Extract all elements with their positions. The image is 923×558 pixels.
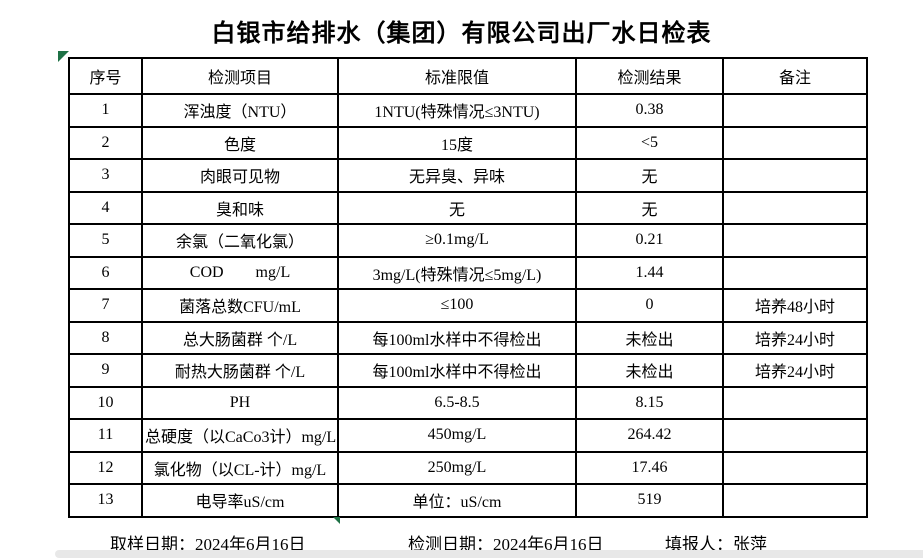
excel-corner-marker-icon (58, 51, 69, 62)
table-row: 2 色度 15度 <5 (68, 125, 868, 160)
table-header: 序号 检测项目 标准限值 检测结果 备注 (68, 57, 868, 95)
cell-standard-limit: 6.5-8.5 (337, 385, 577, 420)
cell-standard-limit: 250mg/L (337, 450, 577, 485)
reporter-label: 填报人：张萍 (665, 535, 767, 554)
cell-test-item: 肉眼可见物 (141, 158, 339, 193)
cell-test-item: 余氯（二氧化氯） (141, 223, 339, 258)
cell-serial-number: 6 (68, 255, 143, 290)
col-header-result: 检测结果 (575, 57, 724, 95)
cell-serial-number: 2 (68, 125, 143, 160)
cell-remark (722, 125, 868, 160)
cell-remark (722, 223, 868, 258)
cell-remark: 培养24小时 (722, 353, 868, 388)
cell-serial-number: 11 (68, 418, 143, 453)
cell-remark (722, 483, 868, 518)
cell-standard-limit: 1NTU(特殊情况≤3NTU) (337, 93, 577, 128)
table-row: 11 总硬度（以CaCo3计）mg/L 450mg/L 264.42 (68, 418, 868, 453)
cell-serial-number: 1 (68, 93, 143, 128)
table-row: 13 电导率uS/cm 单位：uS/cm 519 (68, 483, 868, 518)
cell-serial-number: 12 (68, 450, 143, 485)
inspection-table: 序号 检测项目 标准限值 检测结果 备注 1 浑浊度（NTU） 1NTU(特殊情… (68, 57, 868, 518)
cell-test-item: 总大肠菌群 个/L (141, 320, 339, 355)
cell-test-item: 臭和味 (141, 190, 339, 225)
cell-standard-limit: ≥0.1mg/L (337, 223, 577, 258)
cell-standard-limit: 450mg/L (337, 418, 577, 453)
table-row: 6 COD mg/L 3mg/L(特殊情况≤5mg/L) 1.44 (68, 255, 868, 290)
cell-standard-limit: ≤100 (337, 288, 577, 323)
col-header-no: 序号 (68, 57, 143, 95)
cell-serial-number: 10 (68, 385, 143, 420)
cell-test-result: 0.21 (575, 223, 724, 258)
cell-test-result: 1.44 (575, 255, 724, 290)
cell-test-item: 菌落总数CFU/mL (141, 288, 339, 323)
table-row: 1 浑浊度（NTU） 1NTU(特殊情况≤3NTU) 0.38 (68, 93, 868, 128)
cell-test-item: 电导率uS/cm (141, 483, 339, 518)
col-header-note: 备注 (722, 57, 868, 95)
cell-remark (722, 418, 868, 453)
cell-serial-number: 9 (68, 353, 143, 388)
cell-test-item: 耐热大肠菌群 个/L (141, 353, 339, 388)
cell-remark: 培养24小时 (722, 320, 868, 355)
cell-test-result: 519 (575, 483, 724, 518)
cell-test-result: 无 (575, 190, 724, 225)
cell-test-result: 17.46 (575, 450, 724, 485)
cell-standard-limit: 无 (337, 190, 577, 225)
cell-standard-limit: 每100ml水样中不得检出 (337, 320, 577, 355)
cell-remark (722, 158, 868, 193)
cell-standard-limit: 3mg/L(特殊情况≤5mg/L) (337, 255, 577, 290)
cell-serial-number: 13 (68, 483, 143, 518)
table-row: 4 臭和味 无 无 (68, 190, 868, 225)
test-date-label: 检测日期：2024年6月16日 (408, 535, 604, 554)
table-row: 10 PH 6.5-8.5 8.15 (68, 385, 868, 420)
cell-test-item: PH (141, 385, 339, 420)
cell-test-item: COD mg/L (141, 255, 339, 290)
cell-test-result: 264.42 (575, 418, 724, 453)
cell-test-result: 8.15 (575, 385, 724, 420)
cell-test-result: 0 (575, 288, 724, 323)
cell-test-result: 0.38 (575, 93, 724, 128)
cell-test-item: 氯化物（以CL-计）mg/L (141, 450, 339, 485)
table-row: 5 余氯（二氧化氯） ≥0.1mg/L 0.21 (68, 223, 868, 258)
horizontal-scrollbar[interactable] (55, 550, 923, 558)
table-body: 1 浑浊度（NTU） 1NTU(特殊情况≤3NTU) 0.38 2 色度 15度… (68, 93, 868, 518)
header-row: 序号 检测项目 标准限值 检测结果 备注 (68, 57, 868, 95)
cell-remark (722, 255, 868, 290)
cell-test-result: <5 (575, 125, 724, 160)
cell-standard-limit: 15度 (337, 125, 577, 160)
cell-serial-number: 4 (68, 190, 143, 225)
table-row: 9 耐热大肠菌群 个/L 每100ml水样中不得检出 未检出 培养24小时 (68, 353, 868, 388)
page-title: 白银市给排水（集团）有限公司出厂水日检表 (211, 21, 712, 47)
cell-serial-number: 7 (68, 288, 143, 323)
cell-test-item: 总硬度（以CaCo3计）mg/L (141, 418, 339, 453)
cell-remark (722, 385, 868, 420)
cell-test-result: 无 (575, 158, 724, 193)
table-row: 7 菌落总数CFU/mL ≤100 0 培养48小时 (68, 288, 868, 323)
table-row: 8 总大肠菌群 个/L 每100ml水样中不得检出 未检出 培养24小时 (68, 320, 868, 355)
cell-serial-number: 3 (68, 158, 143, 193)
cell-standard-limit: 无异臭、异味 (337, 158, 577, 193)
sampling-date-label: 取样日期：2024年6月16日 (110, 535, 306, 554)
cell-test-item: 色度 (141, 125, 339, 160)
cell-remark (722, 190, 868, 225)
cell-remark: 培养48小时 (722, 288, 868, 323)
cell-serial-number: 8 (68, 320, 143, 355)
col-header-limit: 标准限值 (337, 57, 577, 95)
col-header-item: 检测项目 (141, 57, 339, 95)
cell-test-result: 未检出 (575, 353, 724, 388)
excel-cell-marker-icon (333, 517, 340, 524)
cell-standard-limit: 每100ml水样中不得检出 (337, 353, 577, 388)
cell-test-item: 浑浊度（NTU） (141, 93, 339, 128)
cell-standard-limit: 单位：uS/cm (337, 483, 577, 518)
cell-remark (722, 93, 868, 128)
cell-test-result: 未检出 (575, 320, 724, 355)
table-row: 12 氯化物（以CL-计）mg/L 250mg/L 17.46 (68, 450, 868, 485)
cell-serial-number: 5 (68, 223, 143, 258)
cell-remark (722, 450, 868, 485)
table-row: 3 肉眼可见物 无异臭、异味 无 (68, 158, 868, 193)
